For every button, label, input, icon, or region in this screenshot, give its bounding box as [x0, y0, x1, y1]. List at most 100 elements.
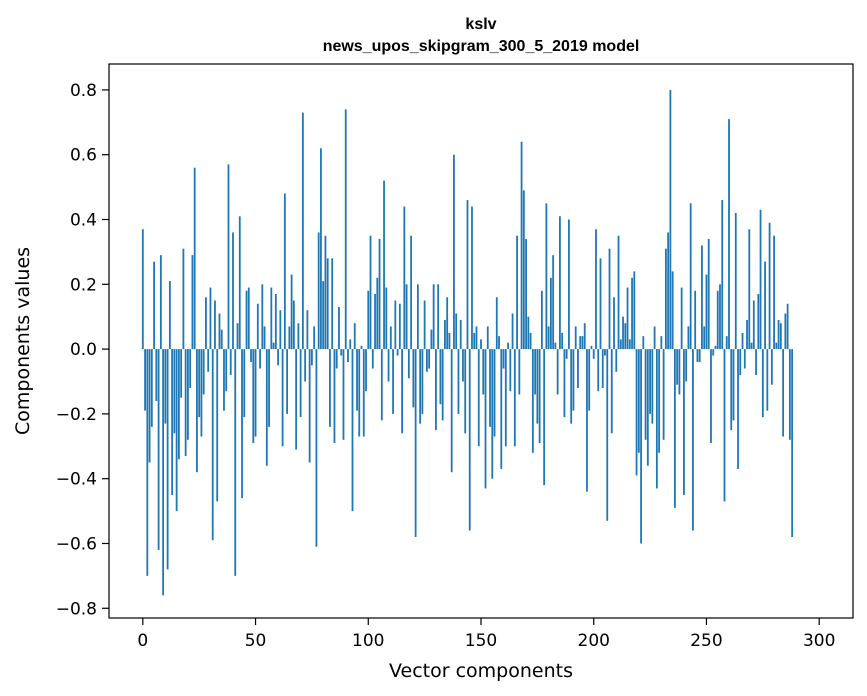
bar-276 — [764, 261, 766, 350]
plot-frame — [108, 63, 854, 619]
y-tick-label: 0.0 — [70, 340, 97, 360]
bar-198 — [588, 349, 591, 411]
bar-12 — [168, 281, 171, 350]
bar-13 — [171, 349, 174, 495]
bar-0 — [141, 229, 144, 350]
bar-67 — [292, 300, 295, 350]
bar-187 — [563, 349, 566, 418]
bar-15 — [175, 349, 178, 512]
bar-139 — [455, 313, 458, 350]
x-axis: 0 50 100 150 200 250 300 — [137, 618, 835, 651]
bar-8 — [159, 255, 162, 350]
bar-32 — [214, 300, 216, 350]
bar-65 — [288, 326, 291, 350]
bar-73 — [306, 310, 309, 350]
bar-123 — [419, 349, 422, 424]
x-tick-label: 0 — [137, 631, 148, 651]
bar-58 — [272, 342, 275, 350]
bar-3 — [148, 349, 151, 463]
bar-34 — [218, 313, 221, 350]
bar-245 — [694, 290, 697, 350]
bar-189 — [568, 219, 570, 350]
bar-17 — [180, 349, 183, 398]
bar-235 — [671, 271, 674, 350]
bar-104 — [376, 277, 379, 350]
bar-233 — [667, 232, 670, 350]
bar-192 — [574, 326, 577, 350]
bar-199 — [590, 345, 593, 350]
bar-181 — [549, 277, 552, 350]
x-tick-label: 300 — [803, 631, 835, 651]
bar-221 — [640, 349, 642, 544]
bar-28 — [205, 297, 207, 350]
bar-226 — [651, 349, 654, 424]
bar-265 — [739, 349, 742, 376]
bar-176 — [538, 349, 541, 444]
bar-186 — [561, 332, 564, 350]
bar-100 — [367, 290, 370, 350]
bar-212 — [619, 339, 622, 350]
bar-155 — [491, 349, 494, 479]
bar-228 — [655, 349, 658, 489]
bar-16 — [177, 349, 180, 460]
bar-142 — [462, 349, 464, 382]
bar-128 — [430, 329, 433, 350]
bar-39 — [229, 349, 232, 376]
bar-234 — [669, 89, 672, 350]
bar-46 — [245, 290, 248, 350]
bar-277 — [766, 349, 769, 411]
bar-26 — [200, 349, 203, 437]
bar-191 — [572, 349, 575, 411]
bar-22 — [191, 255, 194, 350]
bar-177 — [540, 290, 543, 350]
bar-211 — [617, 235, 620, 350]
bar-98 — [362, 349, 365, 437]
bar-263 — [734, 213, 737, 350]
bar-78 — [317, 232, 320, 350]
bar-84 — [331, 258, 334, 350]
bar-33 — [216, 349, 219, 502]
bar-9 — [162, 349, 165, 596]
bar-30 — [209, 287, 212, 350]
y-tick-label: −0.8 — [56, 599, 97, 619]
bar-158 — [498, 336, 500, 350]
bar-31 — [211, 349, 214, 541]
bar-280 — [773, 235, 775, 350]
bar-195 — [581, 336, 584, 350]
chart-title-line-2: news_upos_skipgram_300_5_2019 model — [323, 38, 640, 55]
bar-162 — [507, 342, 509, 350]
bar-92 — [349, 339, 352, 350]
bar-56 — [268, 349, 270, 427]
bar-147 — [473, 332, 476, 350]
bar-229 — [658, 349, 661, 453]
bar-278 — [768, 222, 771, 350]
bar-119 — [410, 235, 413, 350]
bar-222 — [642, 336, 645, 350]
bar-257 — [721, 200, 724, 350]
bar-252 — [710, 349, 712, 444]
bar-109 — [387, 349, 390, 382]
bar-72 — [304, 349, 307, 382]
bar-117 — [405, 284, 408, 350]
bar-166 — [516, 235, 518, 350]
bar-194 — [579, 336, 582, 350]
bar-114 — [398, 303, 401, 350]
bar-279 — [770, 349, 773, 385]
bar-249 — [703, 326, 706, 350]
bar-40 — [232, 232, 234, 350]
bar-267 — [743, 349, 746, 369]
bar-135 — [446, 297, 449, 350]
bar-247 — [698, 349, 701, 363]
y-tick-label: 0.6 — [70, 146, 97, 166]
bar-168 — [520, 141, 523, 350]
bar-200 — [592, 349, 595, 359]
bar-197 — [586, 349, 588, 492]
bar-164 — [511, 313, 514, 350]
bar-204 — [601, 349, 604, 388]
bar-6 — [155, 349, 158, 401]
y-axis: −0.8 −0.6 −0.4 −0.2 0.0 0.2 0.4 0.6 0.8 — [56, 81, 109, 619]
bar-250 — [705, 274, 708, 350]
bar-4 — [150, 349, 153, 427]
bar-130 — [435, 349, 437, 431]
